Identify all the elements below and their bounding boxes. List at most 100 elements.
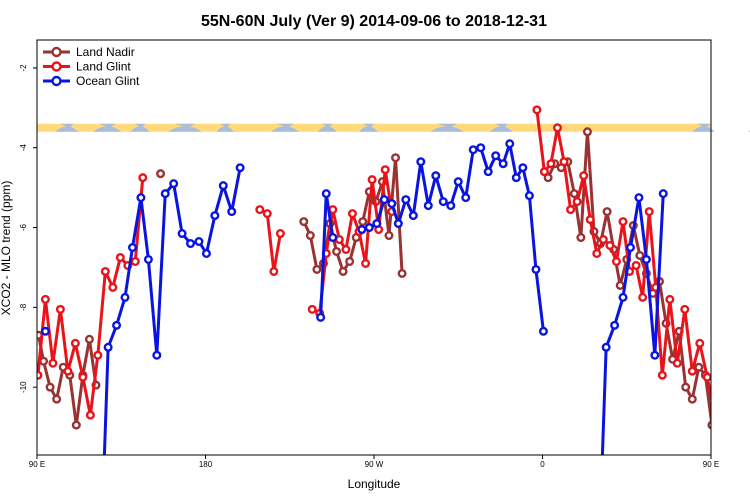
data-point: [305, 231, 315, 241]
data-point: [446, 201, 456, 211]
data-point: [401, 195, 411, 205]
legend-marker: [51, 75, 62, 87]
data-point: [631, 260, 641, 270]
data-point: [156, 169, 166, 179]
series-line-segment: [139, 197, 150, 260]
series-line-segment: [96, 271, 107, 356]
data-point: [511, 173, 521, 183]
data-point: [702, 372, 711, 382]
data-point: [37, 370, 43, 380]
ocean-patch: [216, 123, 234, 132]
ocean-patch: [271, 123, 300, 132]
y-tick-label: -4: [19, 144, 28, 152]
series-line-segment: [668, 299, 679, 364]
data-point: [715, 372, 722, 379]
data-point: [734, 284, 741, 291]
data-point: [532, 105, 542, 115]
series-line-segment: [213, 185, 225, 216]
series-line-segment: [556, 127, 566, 162]
data-point: [483, 167, 493, 177]
data-point: [40, 326, 50, 336]
series-line-segment: [722, 271, 729, 355]
data-point: [687, 394, 697, 404]
data-point: [650, 350, 660, 360]
ocean-patch: [130, 123, 150, 132]
data-point: [605, 241, 615, 251]
data-point: [531, 264, 541, 274]
data-point: [680, 304, 690, 314]
data-point: [552, 123, 562, 133]
data-point: [312, 264, 322, 274]
series-line-segment: [549, 127, 559, 164]
data-point: [338, 266, 348, 276]
data-point: [572, 197, 582, 207]
data-point: [566, 205, 576, 215]
data-point: [453, 177, 463, 187]
series-line-segment: [204, 215, 217, 254]
series-line-segment: [111, 257, 122, 288]
series-line-segment: [66, 342, 77, 372]
data-point: [468, 145, 478, 155]
data-point: [431, 171, 441, 181]
data-point: [269, 266, 279, 276]
data-point: [397, 268, 407, 278]
data-point: [63, 366, 73, 376]
data-point: [328, 233, 338, 243]
data-point: [210, 211, 220, 221]
series-line-segment: [411, 161, 423, 216]
series-line-segment: [324, 193, 335, 238]
data-point: [543, 173, 553, 183]
data-point: [341, 244, 351, 254]
data-point: [384, 231, 394, 241]
data-point: [345, 256, 355, 266]
data-point: [672, 358, 682, 368]
legend-label: Land Glint: [76, 60, 131, 74]
x-tick-label: 0: [540, 460, 545, 469]
x-axis-label: Longitude: [348, 477, 401, 491]
series-line-segment: [155, 193, 167, 356]
data-point: [518, 163, 528, 173]
data-point: [598, 235, 608, 245]
data-point: [112, 320, 122, 330]
series-line-segment: [718, 339, 725, 375]
plot-frame: [36, 39, 712, 456]
series-line-segment: [123, 247, 134, 298]
data-point: [39, 356, 49, 366]
data-point: [130, 256, 140, 266]
data-point: [361, 258, 371, 268]
data-point: [634, 193, 644, 203]
data-point: [610, 320, 620, 330]
series-line-segment: [319, 193, 328, 318]
data-point: [710, 412, 711, 418]
series-line-segment: [614, 221, 625, 262]
data-point: [358, 217, 368, 227]
data-point: [611, 256, 621, 266]
series-line-segment: [331, 209, 341, 240]
data-point: [108, 282, 118, 292]
series-line-segment: [146, 259, 159, 356]
data-point: [136, 193, 146, 203]
data-point: [321, 189, 331, 199]
data-point: [85, 410, 95, 420]
data-point: [576, 233, 586, 243]
data-point: [638, 292, 648, 302]
y-tick-label: -6: [19, 223, 28, 231]
y-axis: -2 -4 -6 -8 -10: [19, 64, 37, 393]
data-point: [40, 294, 50, 304]
data-point: [408, 211, 418, 221]
series-line-segment: [464, 149, 475, 198]
data-point: [618, 217, 628, 227]
series-line-segment: [660, 299, 672, 376]
data-point: [332, 246, 342, 256]
series-line-segment: [675, 309, 687, 364]
data-point: [539, 167, 549, 177]
data-point: [644, 207, 654, 217]
series-line-segment: [600, 347, 608, 455]
data-point: [307, 304, 317, 314]
series-line-segment: [324, 209, 335, 254]
legend-marker: [51, 46, 62, 58]
data-point: [741, 254, 748, 261]
series-line-segment: [690, 342, 702, 372]
data-point: [55, 304, 65, 314]
